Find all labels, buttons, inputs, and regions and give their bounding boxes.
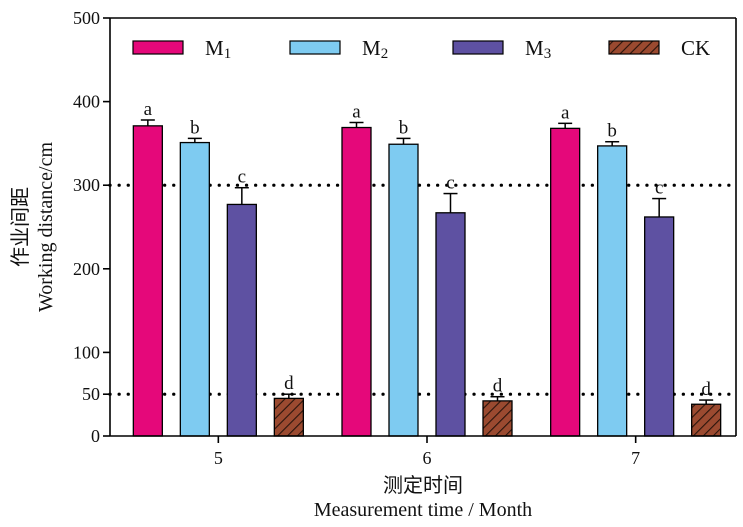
legend-swatch (608, 40, 660, 55)
bar (341, 126, 372, 437)
bar (550, 127, 581, 437)
bar (435, 212, 466, 437)
bars: a b c d a b c d a b c d (132, 99, 722, 437)
bar (179, 141, 210, 437)
significance-label: d (284, 373, 294, 394)
bar (597, 145, 628, 437)
significance-label: d (701, 379, 711, 400)
y-tick-label: 200 (73, 259, 100, 279)
y-tick-label: 400 (73, 92, 100, 112)
x-tick-label: 6 (423, 448, 432, 468)
x-tick-label: 7 (631, 448, 640, 468)
bar (644, 216, 675, 437)
legend-label: M2 (362, 36, 388, 62)
legend-label: CK (681, 36, 710, 60)
legend-label: M3 (525, 36, 551, 62)
x-axis-title-en: Measurement time / Month (314, 499, 532, 521)
y-tick-label: 100 (73, 342, 100, 362)
significance-label: d (493, 376, 503, 397)
legend-label: M1 (205, 36, 231, 62)
significance-label: b (607, 121, 617, 142)
legend: M1 M2 M3 CK (132, 36, 710, 62)
legend-swatch (132, 40, 184, 55)
significance-label: b (399, 117, 409, 138)
significance-label: b (190, 117, 200, 138)
y-axis-title-cn: 作业间距 (9, 187, 32, 267)
y-axis-title-en: Working distance/cm (35, 142, 57, 312)
x-tick-label: 5 (214, 448, 223, 468)
bar (388, 143, 419, 437)
significance-label: c (446, 173, 454, 194)
ticks: 0 50 100 200 300 400 500 5 6 7 (73, 8, 640, 468)
y-tick-label: 0 (91, 426, 100, 446)
bar (226, 203, 257, 437)
axes (109, 17, 737, 437)
significance-label: a (144, 99, 153, 120)
bar (691, 403, 722, 437)
x-axis-title-cn: 测定时间 (383, 474, 463, 497)
significance-label: a (352, 102, 361, 123)
bar (273, 397, 304, 437)
legend-swatch (452, 40, 504, 55)
legend-swatch (289, 40, 341, 55)
significance-label: a (561, 102, 570, 123)
bar (482, 400, 513, 437)
y-tick-label: 500 (73, 8, 100, 28)
significance-label: c (238, 167, 246, 188)
bar (132, 125, 163, 437)
y-tick-label: 50 (82, 384, 100, 404)
y-tick-label: 300 (73, 175, 100, 195)
significance-label: c (655, 178, 663, 199)
